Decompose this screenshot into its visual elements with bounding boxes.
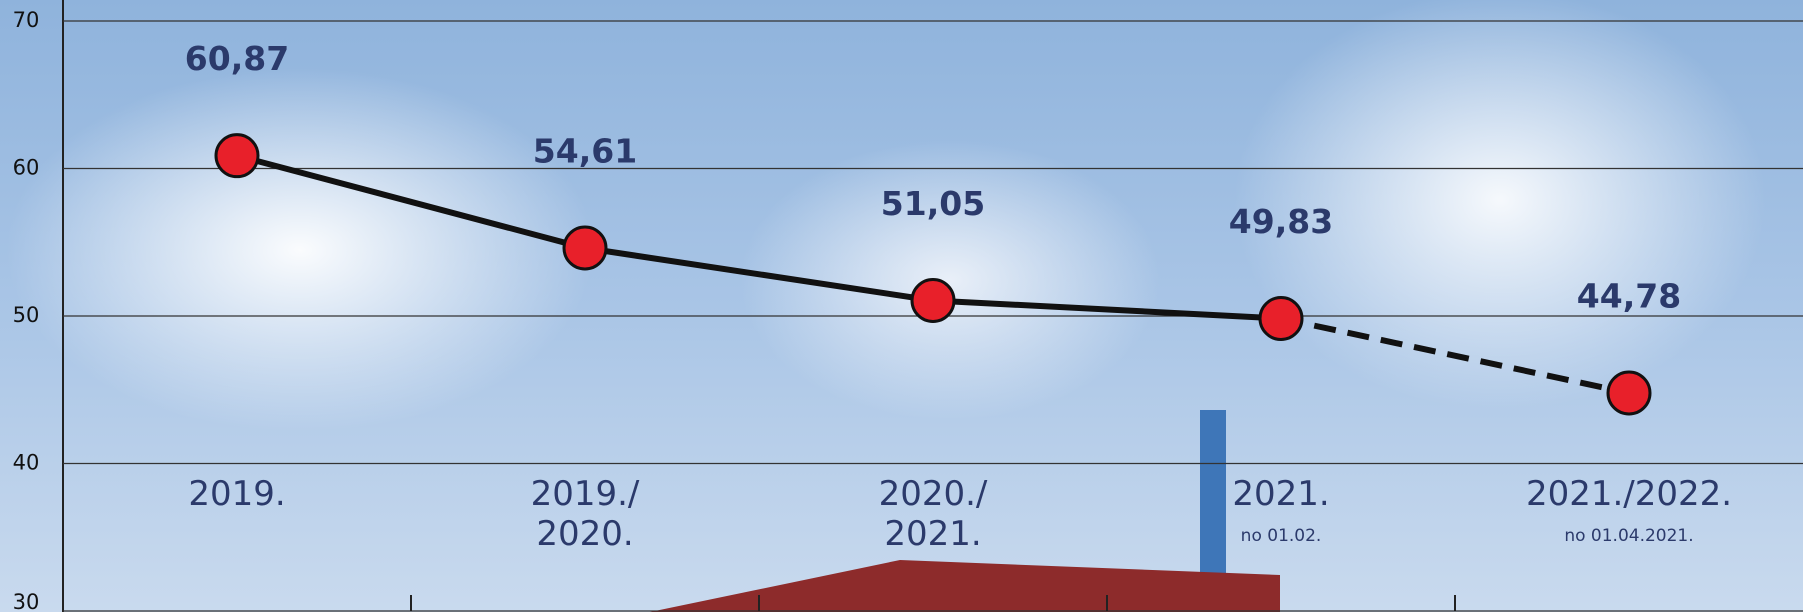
y-tick-label: 60 — [13, 156, 40, 180]
value-label: 54,61 — [533, 132, 637, 171]
x-tick-label: 2021. — [1107, 474, 1455, 514]
point — [216, 135, 258, 177]
x-tick-label: 2020./ 2021. — [759, 474, 1107, 554]
value-label: 60,87 — [185, 39, 289, 78]
x-tick-note: no 01.02. — [1107, 526, 1455, 546]
y-tick-label: 50 — [13, 303, 40, 327]
point — [912, 280, 954, 322]
x-tick-label: 2019./ 2020. — [411, 474, 759, 554]
value-label: 51,05 — [881, 184, 985, 223]
building-roof — [650, 560, 1280, 612]
point — [1608, 372, 1650, 414]
x-tick-note: no 01.04.2021. — [1455, 526, 1803, 546]
line-segment — [1281, 319, 1629, 393]
y-tick-label: 70 — [13, 8, 40, 32]
y-tick-label: 30 — [13, 590, 40, 612]
point — [564, 227, 606, 269]
line-segment — [237, 156, 1281, 319]
y-tick-label: 40 — [13, 451, 40, 475]
point — [1260, 298, 1302, 340]
x-tick-label: 2019. — [63, 474, 411, 514]
value-label: 44,78 — [1577, 276, 1681, 315]
chart: 30 40 50 60 70 60,87 54,61 51,05 49,83 44,78 2019… — [0, 0, 1803, 612]
value-label: 49,83 — [1229, 202, 1333, 241]
x-tick-label: 2021./2022. — [1455, 474, 1803, 514]
